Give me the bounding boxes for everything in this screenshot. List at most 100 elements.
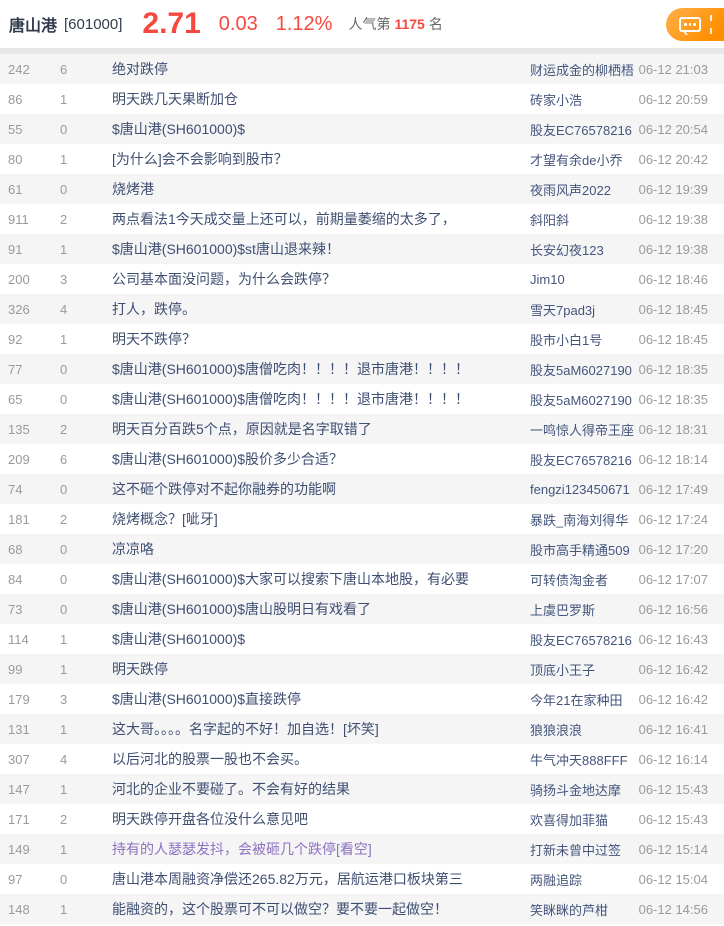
post-title-link[interactable]: 凉凉咯 — [112, 541, 154, 557]
post-time: 06-12 16:14 — [638, 751, 708, 767]
post-message-button[interactable] — [666, 8, 724, 41]
post-title-link[interactable]: 明天不跌停？ — [112, 331, 196, 347]
post-title-link[interactable]: $唐山港(SH601000)$唐山股明日有戏看了 — [112, 601, 372, 617]
comment-count: 0 — [60, 541, 68, 557]
read-count: 135 — [8, 421, 30, 437]
post-title-link[interactable]: 这不砸个跌停对不起你融券的功能啊 — [112, 481, 336, 497]
post-title-link[interactable]: 两点看法1今天成交量上还可以，前期量萎缩的太多了， — [112, 211, 456, 227]
post-row: 97 0 唐山港本周融资净偿还265.82万元，居航运港口板块第三 两融追踪 0… — [0, 864, 724, 894]
author-link[interactable]: 财运成金的柳栖梧 — [530, 62, 635, 78]
author-link[interactable]: 暴跌_南海刘得华 — [530, 512, 629, 528]
post-title-link[interactable]: 河北的企业不要碰了。不会有好的结果 — [112, 781, 350, 797]
author-link[interactable]: 两融追踪 — [530, 872, 583, 888]
author-link[interactable]: 欢喜得加菲猫 — [530, 812, 609, 828]
comment-count: 1 — [60, 841, 68, 857]
author-link[interactable]: fengzi123450671 — [530, 481, 630, 497]
author-link[interactable]: 砖家小浩 — [530, 92, 583, 108]
post-title-link[interactable]: 明天百分百跌5个点，原因就是名字取错了 — [112, 421, 372, 437]
read-count: 171 — [8, 811, 30, 827]
post-title-link[interactable]: 明天跌几天果断加仓 — [112, 91, 238, 107]
post-time: 06-12 16:42 — [638, 661, 708, 677]
popularity-rank: 人气第 1175 名 — [348, 14, 442, 34]
author-link[interactable]: 今年21在家种田 — [530, 692, 623, 708]
author-link[interactable]: 股友5aM6027190 — [530, 392, 632, 408]
post-time: 06-12 20:54 — [638, 121, 708, 137]
author-link[interactable]: 夜雨风声2022 — [530, 182, 611, 198]
comment-count: 4 — [60, 751, 68, 767]
post-title-link[interactable]: 烧烤概念？[呲牙] — [112, 511, 218, 527]
post-title-link[interactable]: 这大哥。。。。名字起的不好！加自选！[坏笑] — [112, 721, 379, 737]
post-row: 148 1 能融资的，这个股票可不可以做空？要不要一起做空！ 笑眯眯的芦柑 06… — [0, 894, 724, 924]
post-title-link[interactable]: $唐山港(SH601000)$ — [112, 631, 246, 647]
comment-count: 1 — [60, 631, 68, 647]
author-link[interactable]: 长安幻夜123 — [530, 242, 604, 258]
post-title-link[interactable]: [为什么]会不会影响到股市？ — [112, 151, 288, 167]
read-count: 68 — [8, 541, 23, 557]
author-link[interactable]: 可转债淘金者 — [530, 572, 609, 588]
author-link[interactable]: 斜阳斜 — [530, 212, 570, 228]
post-row: 65 0 $唐山港(SH601000)$唐僧吃肉！！！！退市唐港！！！！ 股友5… — [0, 384, 724, 414]
comment-count: 1 — [60, 721, 68, 737]
author-link[interactable]: 骑扬斗金地达摩 — [530, 782, 622, 798]
popularity-suffix: 名 — [428, 16, 443, 32]
author-link[interactable]: 笑眯眯的芦柑 — [530, 902, 609, 918]
post-title-link[interactable]: 公司基本面没问题，为什么会跌停？ — [112, 271, 336, 287]
chat-bubble-icon — [679, 17, 701, 32]
post-time: 06-12 21:03 — [638, 61, 708, 77]
post-title-link[interactable]: 唐山港本周融资净偿还265.82万元，居航运港口板块第三 — [112, 871, 463, 887]
post-title-link[interactable]: $唐山港(SH601000)$股价多少合适？ — [112, 451, 344, 467]
post-row: 84 0 $唐山港(SH601000)$大家可以搜索下唐山本地股，有必要 可转债… — [0, 564, 724, 594]
read-count: 149 — [8, 841, 30, 857]
post-title-link[interactable]: $唐山港(SH601000)$唐僧吃肉！！！！退市唐港！！！！ — [112, 391, 470, 407]
post-title-link[interactable]: 打人，跌停。 — [112, 301, 196, 317]
post-title-link[interactable]: $唐山港(SH601000)$唐僧吃肉！！！！退市唐港！！！！ — [112, 361, 470, 377]
author-link[interactable]: 上虞巴罗斯 — [530, 602, 596, 618]
post-time: 06-12 17:20 — [638, 541, 708, 557]
post-title-link[interactable]: 明天跌停开盘各位没什么意见吧 — [112, 811, 308, 827]
post-time: 06-12 16:42 — [638, 691, 708, 707]
author-link[interactable]: 雪天7pad3j — [530, 302, 596, 318]
read-count: 91 — [8, 241, 23, 257]
post-title-link[interactable]: $唐山港(SH601000)$大家可以搜索下唐山本地股，有必要 — [112, 571, 470, 587]
post-time: 06-12 19:38 — [638, 211, 708, 227]
post-row: 179 3 $唐山港(SH601000)$直接跌停 今年21在家种田 06-12… — [0, 684, 724, 714]
comment-count: 0 — [60, 601, 68, 617]
author-link[interactable]: 牛气冲天888FFF — [530, 752, 628, 768]
author-link[interactable]: 股市小白1号 — [530, 332, 603, 348]
comment-count: 0 — [60, 571, 68, 587]
author-link[interactable]: 股友EC76578216 — [530, 452, 632, 468]
read-count: 147 — [8, 781, 30, 797]
read-count: 92 — [8, 331, 23, 347]
comment-count: 3 — [60, 691, 68, 707]
post-title-link[interactable]: 持有的人瑟瑟发抖，会被砸几个跌停[看空] — [112, 841, 372, 857]
post-title-link[interactable]: $唐山港(SH601000)$直接跌停 — [112, 691, 302, 707]
comment-count: 6 — [60, 451, 68, 467]
post-title-link[interactable]: $唐山港(SH601000)$ — [112, 121, 246, 137]
post-time: 06-12 17:07 — [638, 571, 708, 587]
post-time: 06-12 16:56 — [638, 601, 708, 617]
post-title-link[interactable]: 烧烤港 — [112, 181, 154, 197]
post-row: 92 1 明天不跌停？ 股市小白1号 06-12 18:45 — [0, 324, 724, 354]
author-link[interactable]: 股友EC76578216 — [530, 632, 632, 648]
author-link[interactable]: 才望有余de小乔 — [530, 152, 623, 168]
post-title-link[interactable]: 能融资的，这个股票可不可以做空？要不要一起做空！ — [112, 901, 448, 917]
author-link[interactable]: 狼狼浪浪 — [530, 722, 583, 738]
author-link[interactable]: 股市高手精通509 — [530, 542, 630, 558]
post-time: 06-12 18:46 — [638, 271, 708, 287]
author-link[interactable]: 顶底小王子 — [530, 662, 596, 678]
post-time: 06-12 20:59 — [638, 91, 708, 107]
comment-count: 1 — [60, 661, 68, 677]
author-link[interactable]: Jim10 — [530, 271, 565, 287]
read-count: 55 — [8, 121, 23, 137]
post-title-link[interactable]: 绝对跌停 — [112, 61, 168, 77]
author-link[interactable]: 打新未曾中过签 — [530, 842, 622, 858]
comment-count: 2 — [60, 211, 68, 227]
post-title-link[interactable]: $唐山港(SH601000)$st唐山退来辣！ — [112, 241, 340, 257]
author-link[interactable]: 股友5aM6027190 — [530, 362, 632, 378]
post-title-link[interactable]: 以后河北的股票一股也不会买。 — [112, 751, 308, 767]
author-link[interactable]: 股友EC76578216 — [530, 122, 632, 138]
author-link[interactable]: 一鸣惊人得帝王座 — [530, 422, 635, 438]
post-title-link[interactable]: 明天跌停 — [112, 661, 168, 677]
post-time: 06-12 16:41 — [638, 721, 708, 737]
read-count: 61 — [8, 181, 23, 197]
